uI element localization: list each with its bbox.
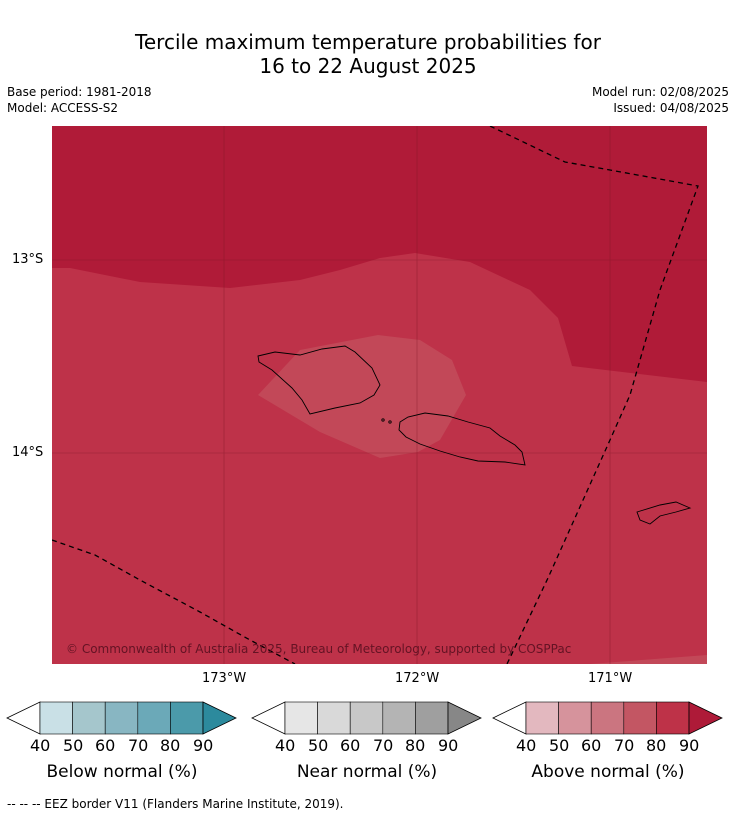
coastlines [257,345,692,525]
colorbar-extend-high [688,701,723,735]
island-savaii [257,345,381,415]
colorbar-swatch [382,701,416,735]
base-period: Base period: 1981-2018 [7,85,152,99]
cb-near-tick: 90 [438,736,459,755]
region-above-70 [258,335,466,458]
colorbar-swatch [590,701,625,735]
eez-border [52,126,699,664]
colorbar-extend-high [202,701,237,735]
colorbar-above-label: Above normal (%) [531,762,685,782]
colorbar-below [6,701,237,735]
colorbar-extend-low [251,701,286,735]
cb-below-tick: 60 [95,736,116,755]
cb-below-tick: 80 [160,736,181,755]
colorbar-below-label: Below normal (%) [46,762,198,782]
colorbar-extend-high [447,701,482,735]
meta-left: Base period: 1981-2018 Model: ACCESS-S2 [7,84,152,116]
cb-above-tick: 50 [549,736,570,755]
lon-tick-172w: 172°W [395,671,440,686]
map-title: Tercile maximum temperature probabilitie… [0,30,736,78]
issued-date: Issued: 04/08/2025 [613,101,729,115]
colorbar-swatch [317,701,351,735]
lon-tick-171w: 171°W [588,671,633,686]
colorbar-swatch [137,701,171,735]
lat-tick-13s: 13°S [12,252,44,267]
cb-below-tick: 50 [63,736,84,755]
colorbar-swatch [39,701,73,735]
colorbar-swatch [104,701,139,735]
island-upolu [398,412,526,466]
lat-tick-14s: 14°S [12,445,44,460]
cb-below-tick: 40 [30,736,51,755]
lon-tick-173w: 173°W [202,671,247,686]
colorbar-swatch [656,701,690,735]
colorbar-near-swatches [251,701,482,735]
cb-above-tick: 70 [614,736,635,755]
colorbar-swatch [558,701,592,735]
footnote: -- -- -- EEZ border V11 (Flanders Marine… [7,797,344,811]
colorbar-above-swatches [492,701,723,735]
copyright-text: © Commonwealth of Australia 2025, Bureau… [66,642,571,656]
colorbar-near [251,701,482,735]
colorbar-swatch [349,701,384,735]
grid-lines [52,126,707,664]
title-line-1: Tercile maximum temperature probabilitie… [135,30,601,54]
cb-above-tick: 40 [516,736,537,755]
map-area: © Commonwealth of Australia 2025, Bureau… [52,126,707,664]
cb-above-tick: 90 [679,736,700,755]
region-above-90 [52,126,707,382]
title-line-2: 16 to 22 August 2025 [259,54,477,78]
colorbar-swatch [72,701,106,735]
colorbar-swatch [170,701,204,735]
colorbar-above [492,701,723,735]
cb-below-tick: 90 [193,736,214,755]
cb-near-tick: 40 [275,736,296,755]
island-tutuila [636,501,692,525]
cb-near-tick: 60 [340,736,361,755]
model-name: Model: ACCESS-S2 [7,101,119,115]
colorbar-swatch [623,701,657,735]
colorbar-swatch [415,701,449,735]
cb-above-tick: 80 [646,736,667,755]
colorbar-swatch [284,701,318,735]
colorbar-swatch [525,701,559,735]
region-above-70-corner [590,655,707,664]
cb-near-tick: 50 [308,736,329,755]
colorbar-extend-low [492,701,527,735]
colorbar-below-swatches [6,701,237,735]
cb-near-tick: 80 [405,736,426,755]
meta-right: Model run: 02/08/2025 Issued: 04/08/2025 [592,84,729,116]
cb-near-tick: 70 [373,736,394,755]
cb-below-tick: 70 [128,736,149,755]
model-run: Model run: 02/08/2025 [591,85,729,99]
cb-above-tick: 60 [581,736,602,755]
colorbar-extend-low [6,701,41,735]
colorbar-near-label: Near normal (%) [296,762,438,782]
